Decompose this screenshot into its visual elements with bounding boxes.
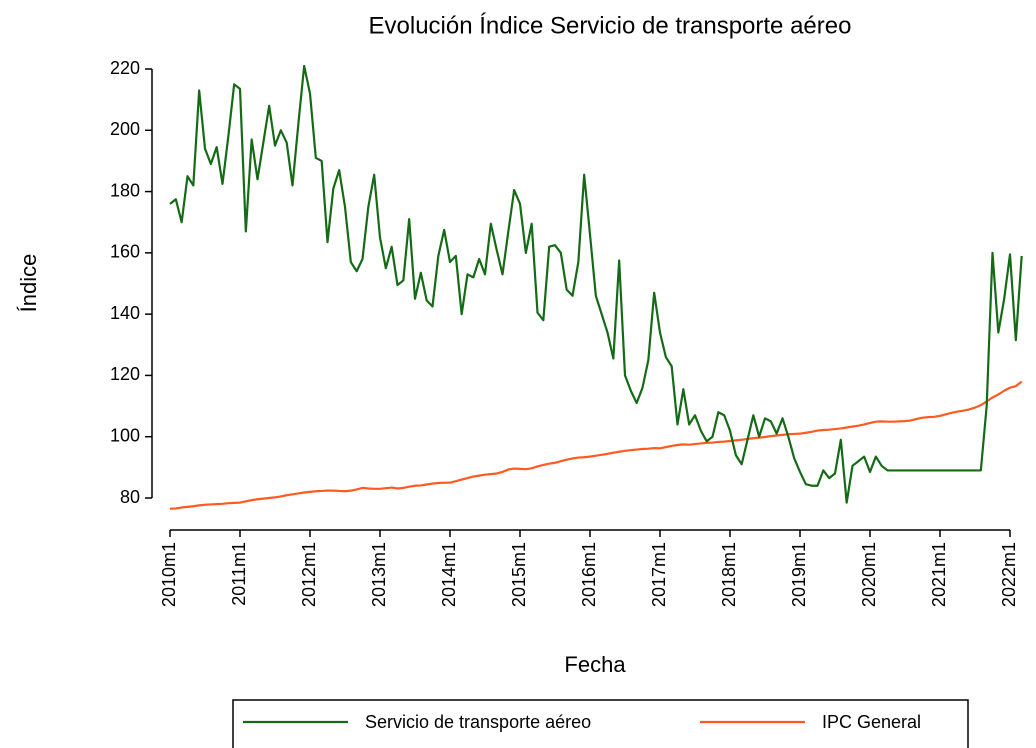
x-tick-label: 2016m1 <box>579 542 599 607</box>
line-series <box>169 64 1023 504</box>
x-tick-label: 2010m1 <box>159 542 179 607</box>
y-tick-label: 160 <box>110 242 140 262</box>
x-tick-label: 2014m1 <box>439 542 459 607</box>
y-tick-label: 140 <box>110 303 140 323</box>
x-axis-title: Fecha <box>564 652 626 677</box>
legend-label: Servicio de transporte aéreo <box>365 712 591 732</box>
x-tick-label: 2019m1 <box>789 542 809 607</box>
y-axis-title: Índice <box>16 254 41 313</box>
x-tick-label: 2017m1 <box>649 542 669 607</box>
x-tick-label: 2020m1 <box>859 542 879 607</box>
x-tick-label: 2021m1 <box>929 542 949 607</box>
y-tick-label: 220 <box>110 58 140 78</box>
y-tick-label: 100 <box>110 425 140 445</box>
x-tick-label: 2018m1 <box>719 542 739 607</box>
y-tick-label: 180 <box>110 180 140 200</box>
y-tick-label: 80 <box>120 487 140 507</box>
y-tick-label: 120 <box>110 364 140 384</box>
x-tick-label: 2015m1 <box>509 542 529 607</box>
x-tick-label: 2013m1 <box>369 542 389 607</box>
x-tick-label: 2012m1 <box>299 542 319 607</box>
line-series <box>169 380 1023 510</box>
chart-title: Evolución Índice Servicio de transporte … <box>369 12 852 39</box>
x-tick-label: 2011m1 <box>229 542 249 606</box>
y-tick-label: 200 <box>110 119 140 139</box>
legend-box <box>232 699 969 748</box>
x-tick-label: 2022m1 <box>999 542 1019 607</box>
legend-label: IPC General <box>822 712 921 732</box>
